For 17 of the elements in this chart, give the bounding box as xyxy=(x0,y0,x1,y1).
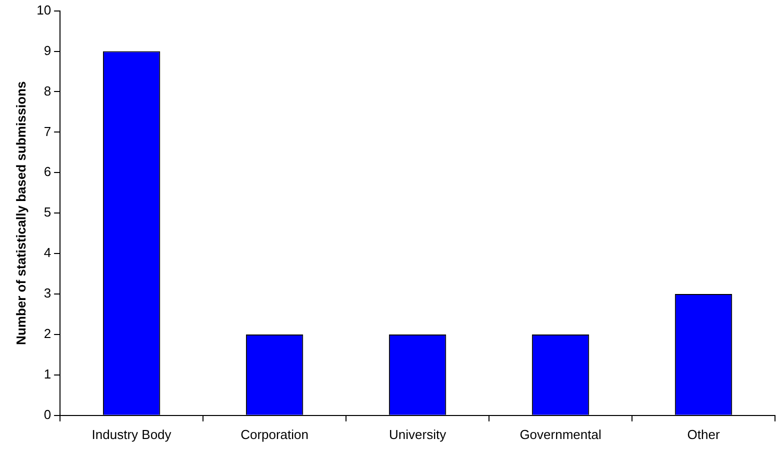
y-tick-label: 8 xyxy=(44,83,52,98)
x-tick-label: Other xyxy=(687,426,720,442)
y-axis-title: Number of statistically based submissions xyxy=(13,81,28,345)
y-tick-label: 3 xyxy=(44,286,52,301)
y-tick-label: 6 xyxy=(44,164,52,180)
y-tick-label: 10 xyxy=(36,2,52,18)
y-tick-label: 4 xyxy=(44,245,52,260)
y-tick-label: 7 xyxy=(44,124,52,139)
y-tick-label: 2 xyxy=(44,326,52,342)
y-tick-label: 5 xyxy=(44,204,52,220)
y-tick-label: 1 xyxy=(44,366,52,382)
x-tick-label: University xyxy=(388,426,447,442)
x-tick-label: Corporation xyxy=(240,426,309,442)
x-tick-label: Governmental xyxy=(520,426,602,442)
y-tick-label: 0 xyxy=(44,406,52,422)
x-tick-label: Industry Body xyxy=(92,426,172,442)
y-tick-label: 9 xyxy=(44,42,52,58)
